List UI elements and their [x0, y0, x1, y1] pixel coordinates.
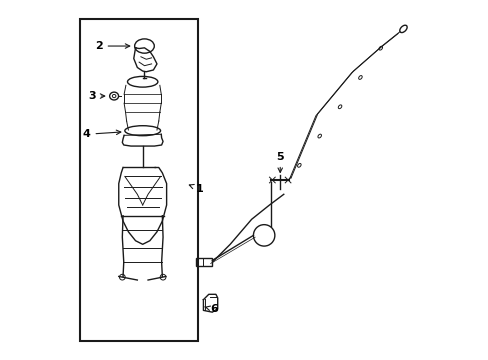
Bar	[196, 258, 212, 266]
Ellipse shape	[338, 105, 341, 109]
Ellipse shape	[358, 76, 362, 79]
Circle shape	[160, 274, 165, 280]
Text: 3: 3	[88, 91, 104, 101]
Circle shape	[119, 274, 125, 280]
Ellipse shape	[378, 46, 382, 50]
Text: 6: 6	[204, 304, 218, 314]
Text: 4: 4	[82, 129, 121, 139]
Text: 2: 2	[95, 41, 129, 51]
Text: 5: 5	[276, 152, 284, 172]
Ellipse shape	[317, 134, 321, 138]
Bar	[80, 19, 198, 341]
Polygon shape	[203, 294, 217, 312]
Text: 1: 1	[189, 184, 203, 194]
Ellipse shape	[297, 163, 301, 167]
